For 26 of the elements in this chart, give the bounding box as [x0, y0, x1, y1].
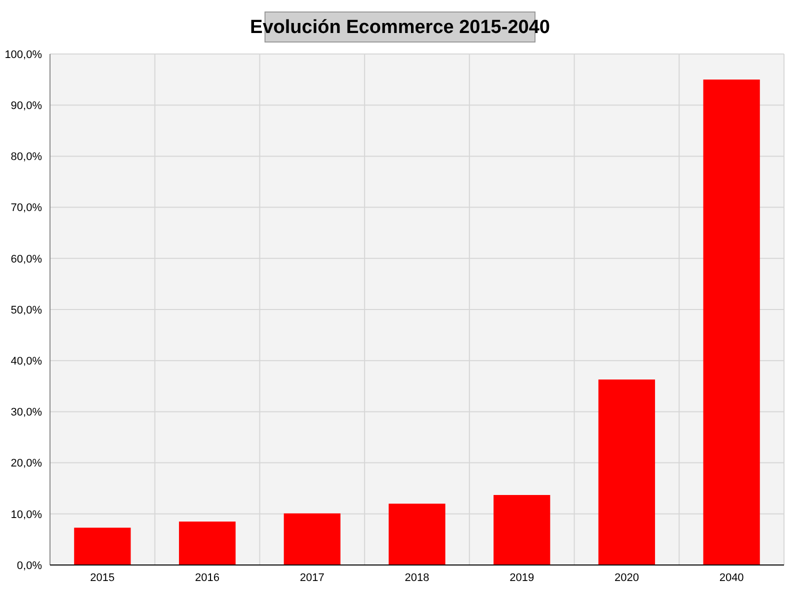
bar [703, 80, 760, 565]
bar [494, 494, 550, 565]
y-tick-label: 90,0% [10, 100, 42, 112]
y-tick-label: 40,0% [10, 355, 42, 368]
bar [284, 513, 340, 565]
chart-title: Evolución Ecommerce 2015-2040 [250, 17, 550, 38]
y-tick-label: 60,0% [10, 253, 42, 266]
x-tick-label: 2016 [195, 572, 220, 584]
y-tick-label: 50,0% [10, 304, 42, 316]
y-tick-label: 80,0% [10, 151, 42, 164]
bar [598, 380, 656, 565]
x-tick-label: 2019 [510, 572, 534, 584]
y-tick-label: 10,0% [10, 508, 42, 521]
y-tick-label: 30,0% [10, 406, 42, 419]
y-tick-label: 100,0% [4, 48, 42, 61]
x-tick-label: 2015 [90, 572, 115, 584]
x-tick-label: 2040 [719, 572, 744, 584]
bar [74, 528, 131, 565]
x-tick-label: 2017 [300, 572, 324, 584]
bar [388, 504, 446, 565]
bar [178, 522, 236, 565]
x-tick-label: 2020 [614, 572, 639, 584]
x-tick-label: 2018 [404, 572, 430, 584]
y-tick-label: 0,0% [16, 560, 42, 572]
y-tick-label: 20,0% [10, 458, 42, 470]
y-tick-label: 70,0% [10, 202, 42, 214]
